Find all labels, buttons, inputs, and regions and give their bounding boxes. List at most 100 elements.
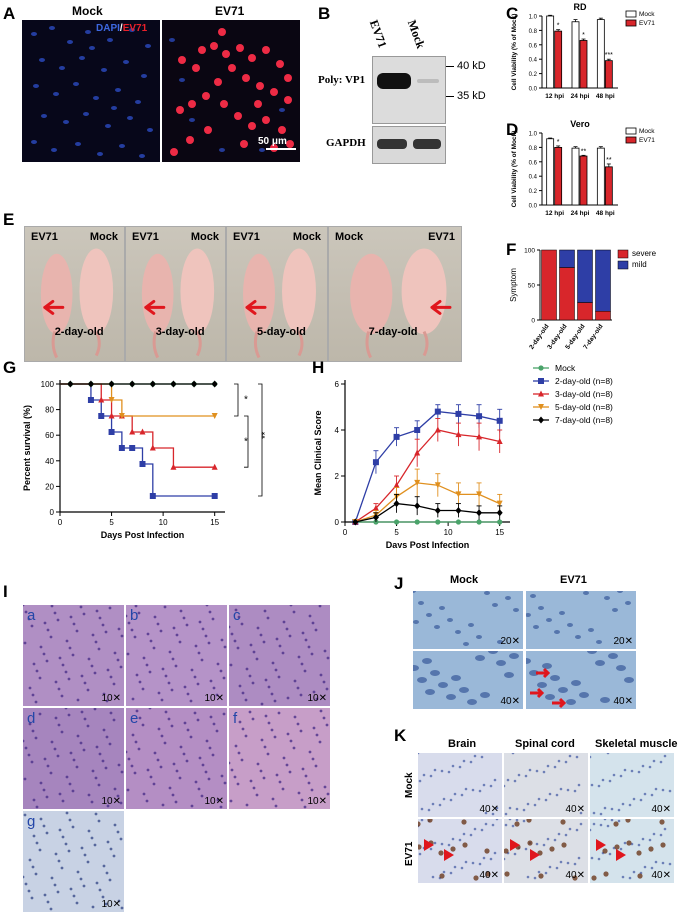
legend-swatch — [617, 260, 629, 270]
data-point — [67, 380, 74, 388]
bar-mild — [595, 249, 611, 312]
tail — [152, 331, 160, 359]
mouse-photo-3-day-old: EV71 Mock 3-day-old — [125, 226, 226, 362]
data-point — [211, 493, 218, 499]
significance-star: * — [244, 437, 248, 448]
data-point — [414, 427, 421, 433]
tail — [365, 331, 372, 359]
y-tick-label: 0 — [50, 508, 55, 517]
photo-label-right: Mock — [190, 231, 219, 243]
panel-label-i: I — [3, 582, 8, 601]
data-point — [455, 431, 462, 438]
mw-35-tick — [446, 96, 454, 97]
neuron-cells — [526, 591, 631, 644]
tail — [297, 330, 304, 357]
histology-tile-c: c 10✕ — [228, 604, 331, 707]
data-point — [139, 461, 146, 467]
photo-age-label: 2-day-old — [54, 326, 104, 339]
vp1-band-mock — [417, 79, 439, 83]
bar-mild — [577, 249, 593, 303]
photo-label-right: Mock — [292, 231, 321, 243]
x-tick-label: 0 — [58, 518, 63, 527]
x-tick-label: 48 hpi — [596, 93, 615, 100]
mouse-silhouettes — [243, 248, 316, 359]
data-point — [372, 513, 379, 521]
data-point — [496, 438, 503, 444]
mouse-photo-2-day-old: EV71 Mock 2-day-old — [24, 226, 125, 362]
nissl-tile: 20✕ — [525, 590, 637, 650]
data-point — [434, 426, 441, 433]
histology-tile-d: d 10✕ — [22, 707, 125, 810]
gapdh-band-mock — [413, 139, 441, 149]
histology-tile-letter: g — [27, 813, 36, 830]
y-tick-label: 40 — [45, 457, 54, 466]
data-point — [191, 380, 198, 388]
significance-mark: *** — [605, 52, 613, 59]
bar-mild — [559, 249, 575, 268]
x-axis-label: Days Post Infection — [386, 540, 470, 548]
legend-swatch — [625, 127, 637, 135]
data-point — [98, 396, 105, 403]
panel-k-col-brain: Brain — [448, 738, 477, 750]
magnification-label: 10✕ — [204, 693, 224, 704]
bar-ev71 — [554, 30, 563, 89]
photo-label-right: Mock — [89, 231, 118, 243]
legend-label: severe — [632, 249, 657, 258]
data-point — [476, 519, 482, 525]
arrowhead-icon — [418, 819, 499, 881]
x-tick-label: 24 hpi — [571, 93, 590, 100]
x-tick-label: 10 — [444, 528, 453, 537]
cell-nuclei — [126, 605, 227, 703]
cell-nuclei — [229, 709, 330, 809]
panel-label-g: G — [3, 358, 17, 377]
y-axis-label: Symptom — [509, 268, 518, 302]
histology-tile-letter: b — [130, 607, 139, 624]
magnification-label: 20✕ — [500, 636, 520, 647]
ev71-infected-cells — [169, 28, 294, 156]
data-point — [435, 519, 441, 525]
tissue-cells — [504, 753, 583, 816]
data-point — [372, 459, 379, 466]
data-point — [496, 500, 503, 507]
x-tick-label: 15 — [495, 528, 504, 537]
arrow-icon — [43, 299, 65, 315]
panel-j-ev71-label: EV71 — [560, 574, 587, 586]
legend-marker — [538, 378, 544, 384]
panel-label-h: H — [312, 358, 325, 377]
ihc-tile-1-0: 40✕ — [417, 818, 503, 884]
chart-g: 0 20 40 60 80 100 0 5 10 15 Days Post Infection Per… — [22, 380, 270, 540]
chart-d: Vero 0.0 0.2 0.4 0.6 0.8 1.0 Cell Viability (% … — [511, 119, 655, 217]
magnification-label: 40✕ — [500, 696, 520, 707]
legend-label: EV71 — [639, 20, 655, 27]
gapdh-blot — [372, 126, 446, 164]
survival-curve-3 — [60, 383, 215, 417]
x-tick-label: 12 hpi — [545, 210, 564, 217]
data-point — [211, 380, 218, 388]
legend-swatch — [617, 249, 629, 259]
panel-a-mock-image: DAPI/EV71 — [22, 20, 160, 162]
y-tick-label: 0.0 — [529, 87, 538, 93]
cell-nuclei — [126, 708, 227, 809]
legend-marker — [538, 404, 544, 410]
data-point — [170, 380, 177, 388]
tail — [195, 330, 202, 357]
arrow-icon — [430, 299, 452, 315]
data-point — [211, 413, 218, 419]
significance-mark: * — [557, 139, 560, 146]
y-tick-label: 0.8 — [529, 146, 538, 152]
mouse-left — [141, 253, 174, 335]
x-tick-label: 5 — [394, 528, 399, 537]
bar-mock — [596, 19, 605, 89]
photo-label-left: Mock — [335, 231, 364, 243]
chart-c: RD 0.0 0.2 0.4 0.6 0.8 1.0 Cell Viability (% of… — [511, 2, 655, 100]
significance-star: ** — [260, 431, 270, 439]
tail — [94, 330, 101, 357]
nissl-tile: 20✕ — [412, 590, 524, 650]
x-tick-label: 5 — [109, 518, 114, 527]
legend-label: 3-day-old (n=8) — [555, 389, 613, 399]
data-point — [87, 380, 94, 388]
x-tick-label: 12 hpi — [545, 93, 564, 100]
y-tick-label: 0 — [531, 318, 535, 325]
y-tick-label: 80 — [45, 406, 54, 415]
mouse-silhouettes — [350, 248, 452, 359]
